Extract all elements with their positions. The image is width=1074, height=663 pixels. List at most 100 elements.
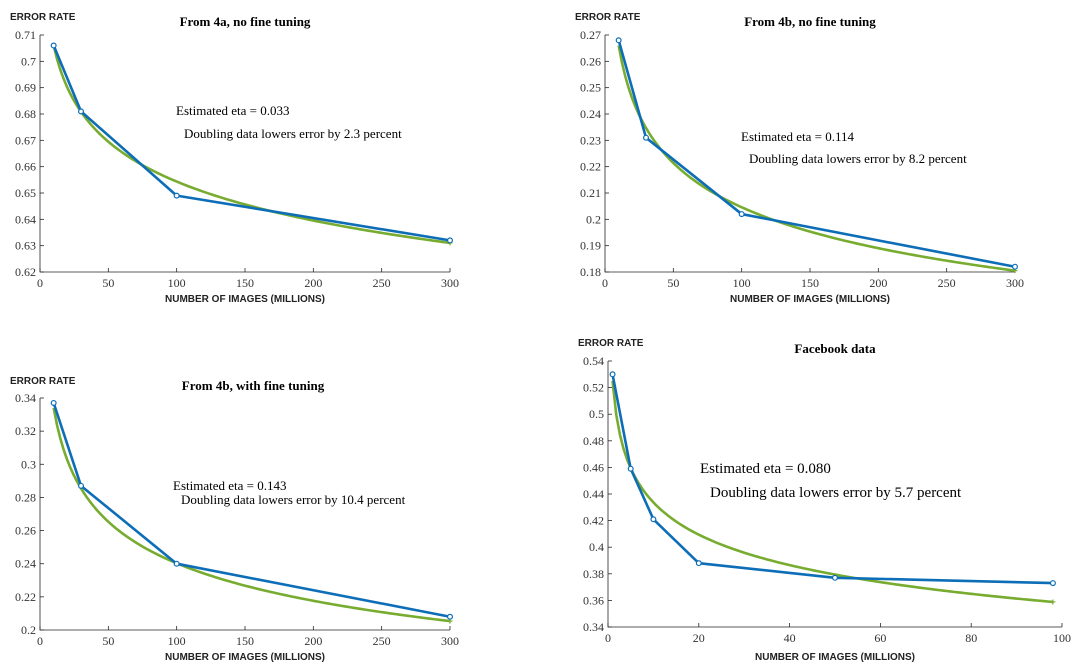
y-tick-label: 0.2: [21, 623, 36, 637]
y-axis-label: ERROR RATE: [575, 12, 641, 23]
data-point: [695, 560, 702, 567]
x-tick-label: 0: [37, 634, 43, 648]
data-series-line: [611, 374, 1053, 585]
y-tick-label: 0.46: [583, 460, 604, 474]
x-tick-label: 80: [965, 631, 977, 645]
data-point: [738, 211, 745, 218]
data-series-line: [617, 39, 1016, 269]
y-tick-label: 0.68: [15, 107, 36, 121]
chart-panel-facebook-data: ERROR RATE Facebook data NUMBER OF IMAGE…: [578, 338, 1071, 663]
data-point: [627, 465, 634, 472]
annotation-estimated-eta: Estimated eta = 0.033: [176, 103, 289, 118]
annotation-estimated-eta: Estimated eta = 0.114: [741, 129, 854, 144]
annotation-doubling-data: Doubling data lowers error by 10.4 perce…: [181, 492, 406, 507]
y-tick-label: 0.27: [580, 28, 601, 42]
fit-curve: [611, 380, 1054, 604]
annotation-doubling-data: Doubling data lowers error by 2.3 percen…: [184, 126, 402, 141]
y-tick-label: 0.34: [583, 620, 604, 634]
x-tick-label: 0: [605, 631, 611, 645]
plot-area: 0 20 40 60 80 100 0.34 0.36 0.38 0.4 0.42 0.44 0.46 0…: [583, 354, 1071, 645]
x-tick-label: 250: [373, 276, 391, 290]
chart-title: From 4b, with fine tuning: [182, 378, 325, 393]
y-tick-label: 0.23: [580, 133, 601, 147]
y-tick-label: 0.26: [580, 54, 601, 68]
y-tick-label: 0.54: [583, 354, 604, 368]
y-tick-label: 0.66: [15, 160, 36, 174]
x-tick-label: 60: [874, 631, 886, 645]
y-tick-label: 0.2: [586, 212, 601, 226]
y-tick-label: 0.63: [15, 239, 36, 253]
y-tick-label: 0.5: [589, 407, 604, 421]
data-point: [173, 560, 180, 567]
x-tick-label: 200: [869, 276, 887, 290]
plot-area: 0 50 100 150 200 250 300 0.2 0.22 0.24 0.26 0.28 0.3…: [15, 391, 459, 648]
y-tick-label: 0.62: [15, 265, 36, 279]
fit-curve: [52, 407, 451, 623]
y-tick-label: 0.19: [580, 239, 601, 253]
y-tick-label: 0.24: [15, 557, 36, 571]
y-tick-label: 0.22: [580, 160, 601, 174]
y-tick-label: 0.38: [583, 567, 604, 581]
y-tick-label: 0.42: [583, 514, 604, 528]
data-point: [50, 399, 57, 406]
x-tick-label: 250: [373, 634, 391, 648]
chart-title: Facebook data: [794, 341, 876, 356]
y-tick-label: 0.48: [583, 434, 604, 448]
data-point: [609, 371, 616, 378]
y-tick-label: 0.64: [15, 212, 36, 226]
x-axis-label: NUMBER OF IMAGES (MILLIONS): [165, 294, 325, 305]
y-tick-label: 0.67: [15, 133, 36, 147]
data-series-line: [52, 45, 451, 242]
x-tick-label: 100: [1053, 631, 1071, 645]
x-tick-label: 40: [784, 631, 796, 645]
x-tick-label: 100: [168, 634, 186, 648]
x-tick-label: 50: [667, 276, 679, 290]
y-axis-label: ERROR RATE: [578, 338, 644, 349]
data-point: [50, 42, 57, 49]
annotation-doubling-data: Doubling data lowers error by 5.7 percen…: [710, 485, 962, 501]
x-axis-label: NUMBER OF IMAGES (MILLIONS): [165, 652, 325, 663]
y-tick-label: 0.24: [580, 107, 601, 121]
data-point: [1049, 580, 1056, 587]
x-tick-label: 150: [236, 634, 254, 648]
x-tick-label: 50: [102, 634, 114, 648]
fit-curve: [52, 45, 451, 245]
y-tick-label: 0.69: [15, 81, 36, 95]
x-tick-label: 50: [102, 276, 114, 290]
chart-panel-4b-with-fine-tuning: ERROR RATE From 4b, with fine tuning NUM…: [10, 376, 459, 663]
y-tick-label: 0.7: [21, 54, 36, 68]
fit-curve: [617, 45, 1016, 272]
data-point: [1011, 263, 1018, 270]
x-axis-label: NUMBER OF IMAGES (MILLIONS): [755, 652, 915, 663]
y-tick-label: 0.44: [583, 487, 604, 501]
data-point: [77, 482, 84, 489]
annotation-estimated-eta: Estimated eta = 0.080: [700, 461, 831, 477]
y-tick-label: 0.34: [15, 391, 36, 405]
x-tick-label: 200: [304, 276, 322, 290]
chart-panel-4a-no-fine-tuning: ERROR RATE From 4a, no fine tuning NUMBE…: [10, 12, 459, 305]
axis-lines: [39, 35, 450, 273]
y-tick-label: 0.22: [15, 590, 36, 604]
y-tick-label: 0.71: [15, 28, 36, 42]
y-tick-label: 0.25: [580, 81, 601, 95]
x-tick-label: 100: [733, 276, 751, 290]
x-tick-label: 300: [1006, 276, 1024, 290]
x-tick-label: 20: [693, 631, 705, 645]
y-tick-label: 0.52: [583, 381, 604, 395]
x-axis-label: NUMBER OF IMAGES (MILLIONS): [730, 294, 890, 305]
fit-curve-end-marker: [1050, 599, 1056, 605]
chart-title: From 4b, no fine tuning: [744, 14, 876, 29]
x-tick-label: 250: [938, 276, 956, 290]
x-tick-label: 100: [168, 276, 186, 290]
data-point: [447, 613, 454, 620]
y-tick-label: 0.65: [15, 186, 36, 200]
y-tick-label: 0.18: [580, 265, 601, 279]
x-tick-label: 200: [304, 634, 322, 648]
plot-area: 0 50 100 150 200 250 300 0.62 0.63 0.64 0.65 0.66 0.…: [15, 28, 459, 290]
chart-panel-4b-no-fine-tuning: ERROR RATE From 4b, no fine tuning NUMBE…: [575, 12, 1024, 305]
y-tick-label: 0.3: [21, 457, 36, 471]
x-tick-label: 300: [441, 634, 459, 648]
data-point: [831, 574, 838, 581]
data-series-line: [52, 402, 451, 619]
